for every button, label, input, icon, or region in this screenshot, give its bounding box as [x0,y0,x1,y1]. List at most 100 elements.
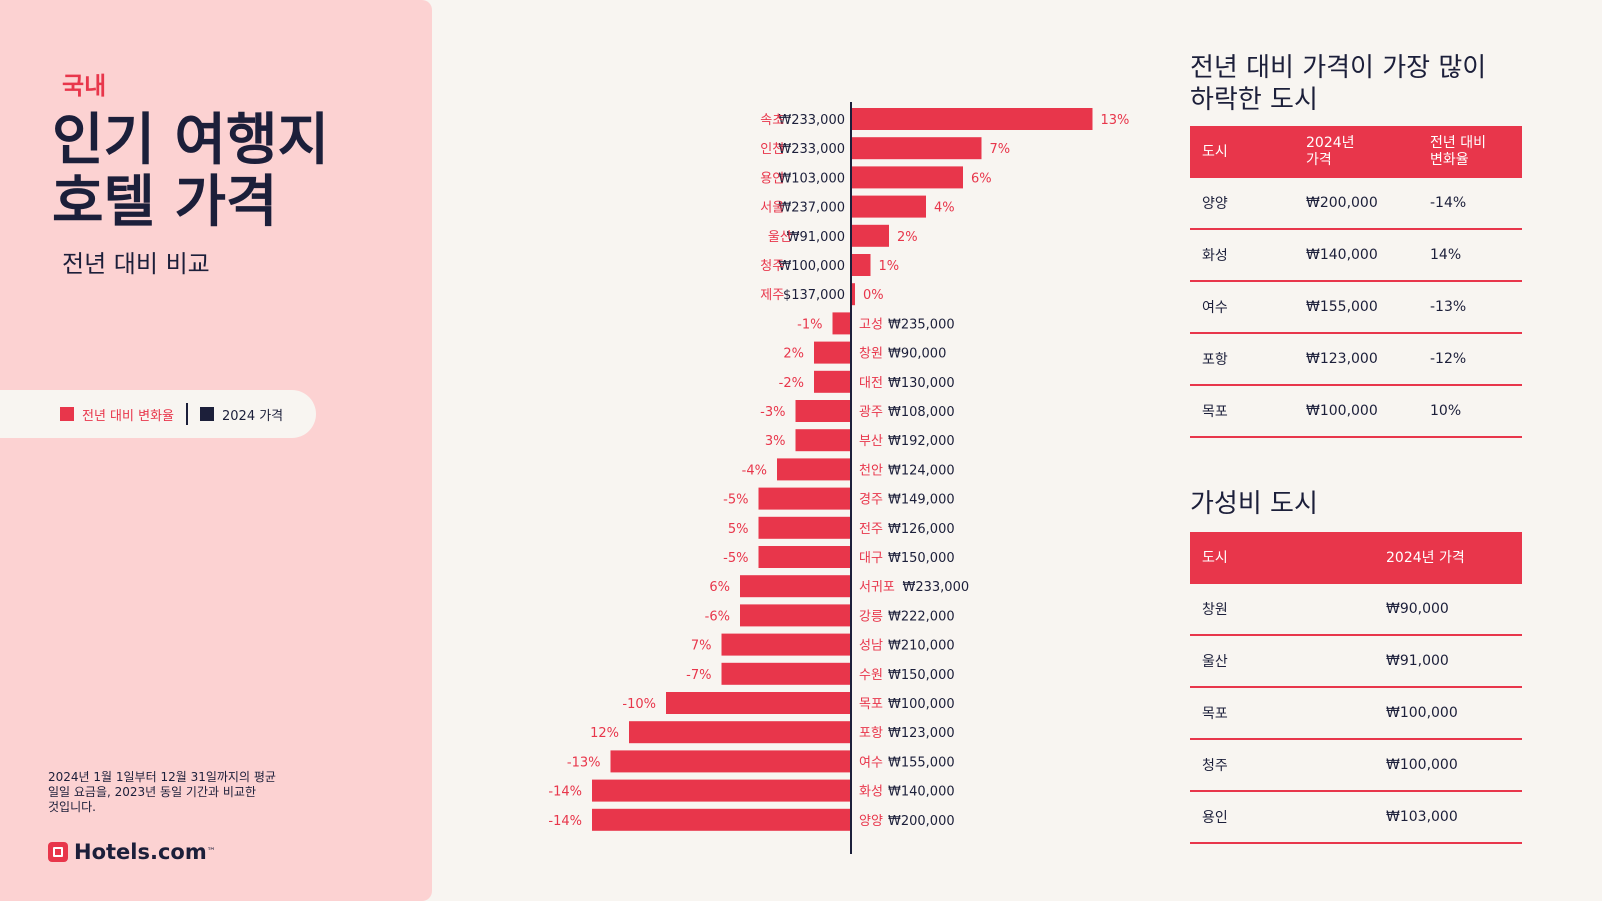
table-cell-change: 14% [1418,229,1522,282]
price-label: ₩103,000 [778,171,845,186]
table-cell-city: 창원 [1190,584,1374,636]
declined-table: 도시 2024년 가격 전년 대비 변화율 양양 ₩200,000 -14% 화성 ₩1… [1190,126,1522,438]
price-label: ₩233,000 [903,580,970,595]
city-label: 전주 [859,522,883,537]
city-label: 서귀포 [859,580,895,595]
value-label: -5% [723,493,748,508]
legend-change-label: 전년 대비 변화율 [82,408,174,424]
city-label: 양양 [859,814,883,829]
declined-col-change: 전년 대비 변화율 [1418,126,1522,178]
price-label: ₩100,000 [888,697,955,712]
price-label: ₩91,000 [787,230,845,245]
declined-col-price: 2024년 가격 [1294,126,1418,178]
bar-수원 [721,662,851,685]
city-label: 성남 [859,639,883,654]
declined-table-header: 도시 2024년 가격 전년 대비 변화율 [1190,126,1522,178]
table-cell-price: ₩200,000 [1294,178,1418,230]
declined-title-line-1: 전년 대비 가격이 가장 많이 [1190,53,1487,83]
value-cities-table: 도시 2024년 가격 창원 ₩90,000 울산 ₩91,000 목포 ₩100,000… [1190,532,1522,844]
bar-창원 [814,341,851,364]
footnote-line-2: 일일 요금을, 2023년 동일 기간과 비교한 [48,785,256,799]
city-label: 대전 [859,376,883,391]
bar-천안 [777,458,851,481]
price-label: ₩235,000 [888,317,955,332]
bar-부산 [795,429,851,452]
table-cell-city: 목포 [1190,385,1294,438]
table-cell-price: ₩123,000 [1294,333,1418,386]
city-label: 울산 [768,230,792,245]
table-row: 여수 ₩155,000 -13% [1190,281,1522,334]
table-cell-price: ₩100,000 [1374,687,1522,740]
value-label: 5% [728,522,749,537]
bar-대구 [758,546,851,568]
table-cell-city: 용인 [1190,791,1374,844]
value-label: -6% [705,609,730,624]
value-label: 0% [863,288,884,303]
city-label: 강릉 [859,609,883,624]
price-label: ₩126,000 [888,522,955,537]
table-cell-city: 포항 [1190,333,1294,386]
price-label: ₩130,000 [888,376,955,391]
bar-경주 [758,487,851,510]
bar-목포 [666,692,851,714]
bar-고성 [832,312,851,335]
bar-대전 [814,370,851,393]
city-label: 서울 [760,201,784,216]
table-row: 청주 ₩100,000 [1190,739,1522,792]
price-label: ₩140,000 [888,785,955,800]
city-label: 여수 [859,755,883,770]
city-label: 청주 [760,259,784,274]
value-table-header: 도시 2024년 가격 [1190,532,1522,584]
legend-change-swatch [60,407,74,421]
bar-포항 [629,721,851,744]
price-label: ₩233,000 [778,113,845,128]
footnote: 2024년 1월 1일부터 12월 31일까지의 평균 일일 요금을, 2023… [48,770,308,815]
bar-속초 [852,108,1093,130]
table-cell-city: 양양 [1190,178,1294,230]
declined-title: 전년 대비 가격이 가장 많이 하락한 도시 [1190,52,1486,116]
city-label: 경주 [859,493,883,508]
value-label: -5% [723,551,748,566]
table-cell-price: ₩140,000 [1294,229,1418,282]
price-label: ₩108,000 [888,405,955,420]
city-label: 속초 [760,113,784,128]
value-label: 12% [590,726,619,741]
chart-legend: 전년 대비 변화율 2024 가격 [0,390,316,438]
table-cell-price: ₩100,000 [1374,739,1522,792]
price-label: ₩124,000 [888,463,955,478]
city-label: 광주 [859,405,883,420]
table-cell-change: -13% [1418,281,1522,334]
table-row: 울산 ₩91,000 [1190,635,1522,688]
price-label: ₩123,000 [888,726,955,741]
bar-서귀포 [740,575,851,598]
table-cell-change: 10% [1418,385,1522,438]
table-cell-city: 울산 [1190,635,1374,688]
title-line-2: 호텔 가격 [52,170,278,235]
value-label: -14% [548,814,582,829]
price-label: ₩155,000 [888,755,955,770]
table-cell-city: 화성 [1190,229,1294,282]
table-row: 창원 ₩90,000 [1190,584,1522,636]
city-label: 대구 [859,551,883,566]
bar-광주 [795,400,851,422]
value-label: -1% [797,317,822,332]
table-cell-price: ₩100,000 [1294,385,1418,438]
value-label: -3% [760,405,785,420]
value-label: 6% [709,580,730,595]
table-row: 화성 ₩140,000 14% [1190,229,1522,282]
price-label: $137,000 [783,288,845,303]
city-label: 고성 [859,317,883,332]
legend-price-label: 2024 가격 [222,408,284,424]
hotels-logo-icon [48,842,68,862]
table-row: 양양 ₩200,000 -14% [1190,178,1522,230]
value-cities-title: 가성비 도시 [1190,489,1318,519]
value-label: -7% [686,668,711,683]
table-cell-price: ₩103,000 [1374,791,1522,844]
bar-제주 [852,283,855,306]
price-label: ₩100,000 [778,259,845,274]
price-label: ₩237,000 [778,201,845,216]
bar-화성 [592,779,851,802]
price-label: ₩150,000 [888,551,955,566]
value-label: 4% [934,201,955,216]
value-label: -2% [779,376,804,391]
